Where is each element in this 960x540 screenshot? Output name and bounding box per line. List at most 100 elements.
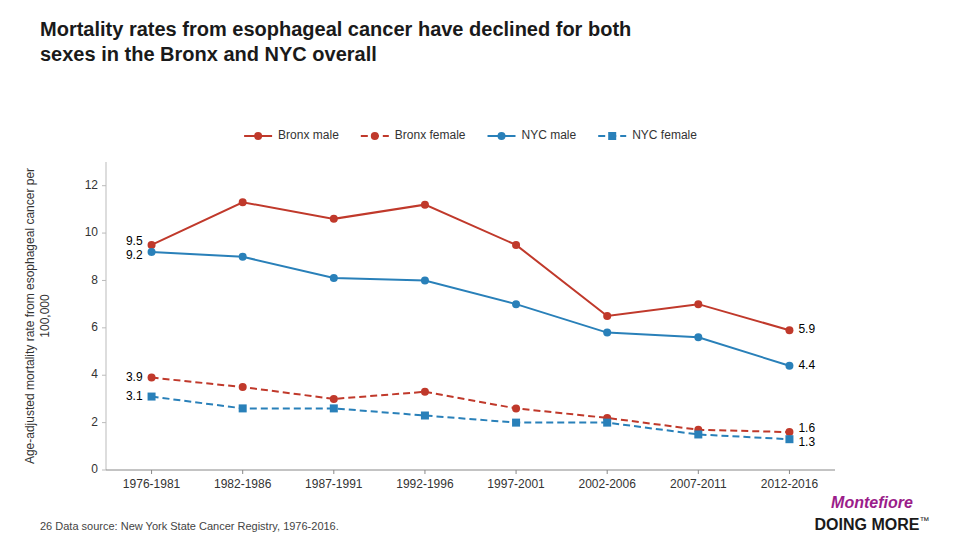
y-tick-label: 4: [91, 367, 98, 381]
data-label: 4.4: [798, 358, 815, 372]
x-tick: [151, 470, 152, 474]
x-tick: [607, 470, 608, 474]
legend-label: NYC female: [632, 128, 697, 142]
legend-label: Bronx male: [278, 128, 339, 142]
legend-marker: [254, 132, 262, 140]
x-tick-label: 1982-1986: [214, 477, 272, 491]
data-label: 5.9: [798, 322, 815, 336]
data-point: [421, 412, 429, 420]
data-point: [421, 388, 429, 396]
x-tick: [242, 470, 243, 474]
x-tick-label: 1976-1981: [123, 477, 181, 491]
data-point: [512, 419, 520, 427]
data-point: [785, 362, 793, 370]
text-line: 100,000: [38, 294, 52, 338]
y-tick: [102, 470, 106, 471]
data-point: [239, 253, 247, 261]
data-point: [239, 404, 247, 412]
data-point: [421, 201, 429, 209]
x-tick: [516, 470, 517, 474]
data-label: 3.9: [126, 370, 143, 384]
y-tick-label: 12: [85, 178, 99, 192]
chart: Mortality rates from esophageal cancer h…: [0, 0, 960, 540]
data-point: [148, 393, 156, 401]
text-line: Mortality rates from esophageal cancer h…: [40, 18, 631, 40]
x-tick-label: 1997-2001: [487, 477, 545, 491]
data-point: [694, 300, 702, 308]
data-point: [603, 329, 611, 337]
x-tick: [333, 470, 334, 474]
series-line: [152, 202, 790, 330]
legend-item: Bronx male: [244, 128, 339, 142]
logo-tagline-text: DOING MORE: [815, 516, 920, 533]
y-axis-line: [106, 162, 107, 470]
data-point: [148, 374, 156, 382]
data-point: [512, 241, 520, 249]
data-point: [603, 419, 611, 427]
x-tick: [424, 470, 425, 474]
legend-marker: [371, 132, 379, 140]
x-tick-label: 2007-2011: [670, 477, 727, 491]
x-tick-label: 2012-2016: [761, 477, 819, 491]
footnote: 26 Data source: New York State Cancer Re…: [40, 520, 339, 532]
x-tick-label: 2002-2006: [578, 477, 636, 491]
legend-marker: [608, 132, 616, 140]
logo-name: Montefiore: [831, 494, 913, 511]
y-tick: [102, 280, 106, 281]
data-point: [330, 274, 338, 282]
data-point: [330, 395, 338, 403]
data-point: [785, 435, 793, 443]
data-point: [148, 248, 156, 256]
y-tick-label: 2: [91, 415, 98, 429]
series-line: [152, 397, 790, 440]
x-tick-label: 1992-1996: [396, 477, 454, 491]
legend-item: Bronx female: [361, 128, 466, 142]
title: Mortality rates from esophageal cancer h…: [40, 18, 631, 65]
x-tick-label: 1987-1991: [305, 477, 363, 491]
data-label: 3.1: [126, 389, 143, 403]
legend-item: NYC male: [488, 128, 577, 142]
y-tick: [102, 185, 106, 186]
data-point: [785, 428, 793, 436]
y-tick-label: 10: [85, 225, 99, 239]
y-tick: [102, 375, 106, 376]
legend-label: Bronx female: [395, 128, 466, 142]
y-axis-label: Age-adjusted mortality rate from esophag…: [23, 168, 52, 464]
y-tick: [102, 327, 106, 328]
data-point: [239, 383, 247, 391]
y-tick-label: 0: [91, 462, 98, 476]
data-label: 9.2: [126, 248, 143, 262]
text-line: sexes in the Bronx and NYC overall: [40, 43, 377, 65]
logo-trademark: ™: [919, 515, 929, 526]
data-point: [694, 430, 702, 438]
y-tick-label: 6: [91, 320, 98, 334]
series-line: [152, 378, 790, 432]
data-point: [330, 404, 338, 412]
legend: Bronx male Bronx female NYC male NYC female: [244, 128, 697, 142]
x-tick: [789, 470, 790, 474]
series-line: [152, 252, 790, 366]
legend-item: NYC female: [598, 128, 697, 142]
text-line: Age-adjusted mortality rate from esophag…: [23, 168, 37, 464]
data-point: [694, 333, 702, 341]
data-point: [421, 276, 429, 284]
data-point: [512, 300, 520, 308]
data-label: 1.3: [798, 435, 815, 449]
data-point: [239, 198, 247, 206]
legend-label: NYC male: [522, 128, 577, 142]
data-label: 9.5: [126, 234, 143, 248]
x-tick: [698, 470, 699, 474]
data-point: [330, 215, 338, 223]
x-axis-line: [106, 470, 835, 471]
plot-area: [148, 198, 794, 443]
data-point: [603, 312, 611, 320]
data-label: 1.6: [798, 421, 815, 435]
y-tick-label: 8: [91, 273, 98, 287]
data-point: [148, 241, 156, 249]
y-tick: [102, 422, 106, 423]
logo-tagline: DOING MORE™: [815, 515, 930, 533]
data-point: [785, 326, 793, 334]
y-tick: [102, 233, 106, 234]
legend-marker: [498, 132, 506, 140]
data-point: [512, 404, 520, 412]
